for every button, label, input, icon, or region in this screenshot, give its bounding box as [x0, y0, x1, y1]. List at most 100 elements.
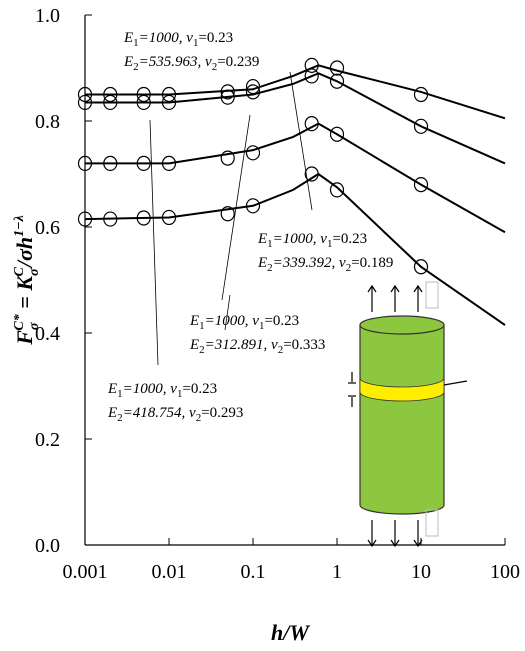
- data-point: [136, 210, 151, 226]
- data-point: [161, 155, 177, 171]
- annotation-part: =1000, ν: [273, 231, 328, 247]
- annotation: E1=1000, ν1=0.23: [123, 30, 233, 49]
- data-point: [103, 155, 118, 171]
- x-tick-label: 0.1: [241, 561, 266, 583]
- data-point: [161, 94, 177, 111]
- annotation-part: 1: [267, 238, 273, 250]
- annotation-part: =339.392, ν: [273, 255, 346, 271]
- y-axis-label: FσC* = KσC/σh1−λ: [12, 215, 42, 346]
- x-axis-label: h/W: [271, 620, 310, 645]
- data-point: [77, 94, 93, 111]
- annotation: E1=1000, ν1=0.23: [257, 231, 367, 250]
- data-point: [103, 94, 118, 111]
- annotation-part: E: [123, 54, 133, 70]
- annotation-part: =0.293: [201, 405, 243, 421]
- y-axis-label-part: = K: [12, 275, 37, 315]
- data-point: [77, 155, 93, 171]
- annotation-part: E: [189, 313, 199, 329]
- y-tick-label: 0.0: [35, 535, 60, 557]
- data-point: [304, 68, 319, 84]
- annotation-part: E: [107, 405, 117, 421]
- annotation-part: 2: [346, 262, 352, 274]
- annotation: E2=418.754, ν2=0.293: [107, 405, 243, 424]
- y-axis-label-part: 1−λ: [12, 215, 27, 237]
- annotation: E1=1000, ν1=0.23: [189, 313, 299, 332]
- annotation-part: =0.23: [198, 30, 233, 46]
- x-tick-label: 0.01: [152, 561, 187, 583]
- annotation-part: =0.333: [283, 337, 325, 353]
- data-point: [220, 206, 235, 222]
- data-point: [77, 211, 93, 227]
- annotation-part: 1: [177, 388, 183, 400]
- annotation-part: =1000, ν: [139, 30, 194, 46]
- annotation: E2=339.392, ν2=0.189: [257, 255, 393, 274]
- x-tick-label: 0.001: [63, 561, 108, 583]
- data-point: [136, 94, 151, 111]
- data-point: [245, 84, 261, 100]
- annotation-part: =0.23: [264, 313, 299, 329]
- annotation-part: 2: [133, 61, 139, 73]
- annotation-part: 1: [327, 238, 333, 250]
- data-point: [329, 126, 345, 142]
- annotation-part: 2: [212, 61, 218, 73]
- annotation-part: E: [107, 381, 117, 397]
- annotation: E1=1000, ν1=0.23: [107, 381, 217, 400]
- annotation-part: =535.963, ν: [139, 54, 212, 70]
- annotation-part: 1: [193, 37, 199, 49]
- data-point: [136, 155, 151, 171]
- x-tick-label: 100: [490, 561, 520, 583]
- annotation-part: =0.189: [351, 255, 393, 271]
- y-tick-label: 0.4: [35, 323, 60, 345]
- annotation-part: 1: [259, 320, 265, 332]
- y-axis-label-part: /σh: [12, 237, 37, 269]
- y-tick-label: 0.2: [35, 429, 60, 451]
- y-tick-label: 1.0: [35, 5, 60, 27]
- annotation-part: =312.891, ν: [205, 337, 278, 353]
- fit-curve: [85, 72, 506, 165]
- annotation-part: E: [123, 30, 133, 46]
- y-axis-label-part: C: [12, 266, 27, 276]
- annotation-part: =1000, ν: [205, 313, 260, 329]
- annotation: E2=312.891, ν2=0.333: [189, 337, 325, 356]
- data-point: [413, 177, 429, 193]
- x-tick-label: 10: [411, 561, 431, 583]
- data-point: [161, 209, 177, 226]
- data-point: [329, 182, 345, 198]
- annotation: E2=535.963, ν2=0.239: [123, 54, 259, 73]
- y-axis-label-part: σ: [27, 268, 42, 276]
- y-axis-label-part: F: [12, 330, 37, 346]
- annotation-part: E: [257, 231, 267, 247]
- data-point: [220, 84, 235, 100]
- annotation-part: 2: [278, 344, 284, 356]
- data-point: [329, 60, 345, 76]
- annotation-part: =0.23: [182, 381, 217, 397]
- data-point: [304, 116, 319, 132]
- annotation-part: 1: [199, 320, 205, 332]
- annotation-part: 1: [117, 388, 123, 400]
- y-axis-label-part: C*: [12, 313, 27, 330]
- data-point: [304, 57, 319, 73]
- y-tick-label: 0.8: [35, 111, 60, 133]
- annotation-part: =418.754, ν: [123, 405, 196, 421]
- annotation-part: =0.239: [217, 54, 259, 70]
- annotation-part: E: [189, 337, 199, 353]
- data-point: [245, 198, 261, 214]
- data-point: [304, 166, 319, 182]
- data-point: [245, 145, 261, 161]
- data-point: [103, 211, 118, 227]
- annotation-part: 2: [267, 262, 273, 274]
- fit-curve: [84, 172, 506, 326]
- annotation-part: =1000, ν: [123, 381, 178, 397]
- data-point: [413, 118, 429, 134]
- annotation-part: 1: [133, 37, 139, 49]
- y-tick-label: 0.6: [35, 217, 60, 239]
- data-point: [413, 86, 429, 103]
- fit-curve: [85, 122, 506, 234]
- data-point: [220, 150, 235, 166]
- inset: [348, 281, 468, 548]
- data-point: [413, 259, 429, 275]
- x-tick-label: 1: [332, 561, 342, 583]
- data-point: [329, 73, 345, 89]
- annotation-part: E: [257, 255, 267, 271]
